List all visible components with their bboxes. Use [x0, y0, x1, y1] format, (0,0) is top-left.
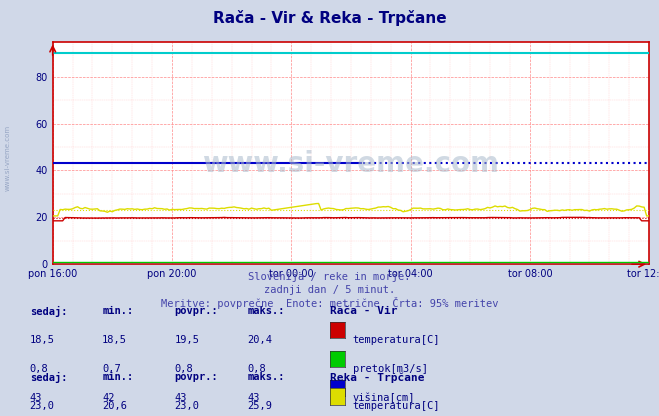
Text: višina[cm]: višina[cm] [353, 393, 415, 404]
Text: 20,6: 20,6 [102, 401, 127, 411]
Text: 23,0: 23,0 [175, 401, 200, 411]
Text: 43: 43 [175, 393, 187, 403]
Text: Reka - Trpčane: Reka - Trpčane [330, 372, 424, 383]
Text: 19,5: 19,5 [175, 335, 200, 345]
Text: 0,8: 0,8 [175, 364, 193, 374]
Text: 20,4: 20,4 [247, 335, 272, 345]
Text: 23,0: 23,0 [30, 401, 55, 411]
Text: temperatura[C]: temperatura[C] [353, 335, 440, 345]
Text: 25,9: 25,9 [247, 401, 272, 411]
Text: maks.:: maks.: [247, 306, 285, 316]
Text: 18,5: 18,5 [30, 335, 55, 345]
Text: 0,8: 0,8 [30, 364, 48, 374]
Text: Rača - Vir & Reka - Trpčane: Rača - Vir & Reka - Trpčane [213, 10, 446, 26]
Text: povpr.:: povpr.: [175, 306, 218, 316]
Text: sedaj:: sedaj: [30, 306, 67, 317]
Text: sedaj:: sedaj: [30, 372, 67, 384]
Text: zadnji dan / 5 minut.: zadnji dan / 5 minut. [264, 285, 395, 295]
Text: 18,5: 18,5 [102, 335, 127, 345]
Text: min.:: min.: [102, 372, 133, 382]
Text: temperatura[C]: temperatura[C] [353, 401, 440, 411]
Text: min.:: min.: [102, 306, 133, 316]
Text: 42: 42 [102, 393, 115, 403]
Text: pretok[m3/s]: pretok[m3/s] [353, 364, 428, 374]
Text: Rača - Vir: Rača - Vir [330, 306, 397, 316]
Text: 0,8: 0,8 [247, 364, 266, 374]
Text: 0,7: 0,7 [102, 364, 121, 374]
Text: maks.:: maks.: [247, 372, 285, 382]
Text: 43: 43 [30, 393, 42, 403]
Text: www.si-vreme.com: www.si-vreme.com [202, 150, 500, 178]
Text: Meritve: povprečne  Enote: metrične  Črta: 95% meritev: Meritve: povprečne Enote: metrične Črta:… [161, 297, 498, 310]
Text: 43: 43 [247, 393, 260, 403]
Text: www.si-vreme.com: www.si-vreme.com [5, 125, 11, 191]
Text: Slovenija / reke in morje.: Slovenija / reke in morje. [248, 272, 411, 282]
Text: povpr.:: povpr.: [175, 372, 218, 382]
